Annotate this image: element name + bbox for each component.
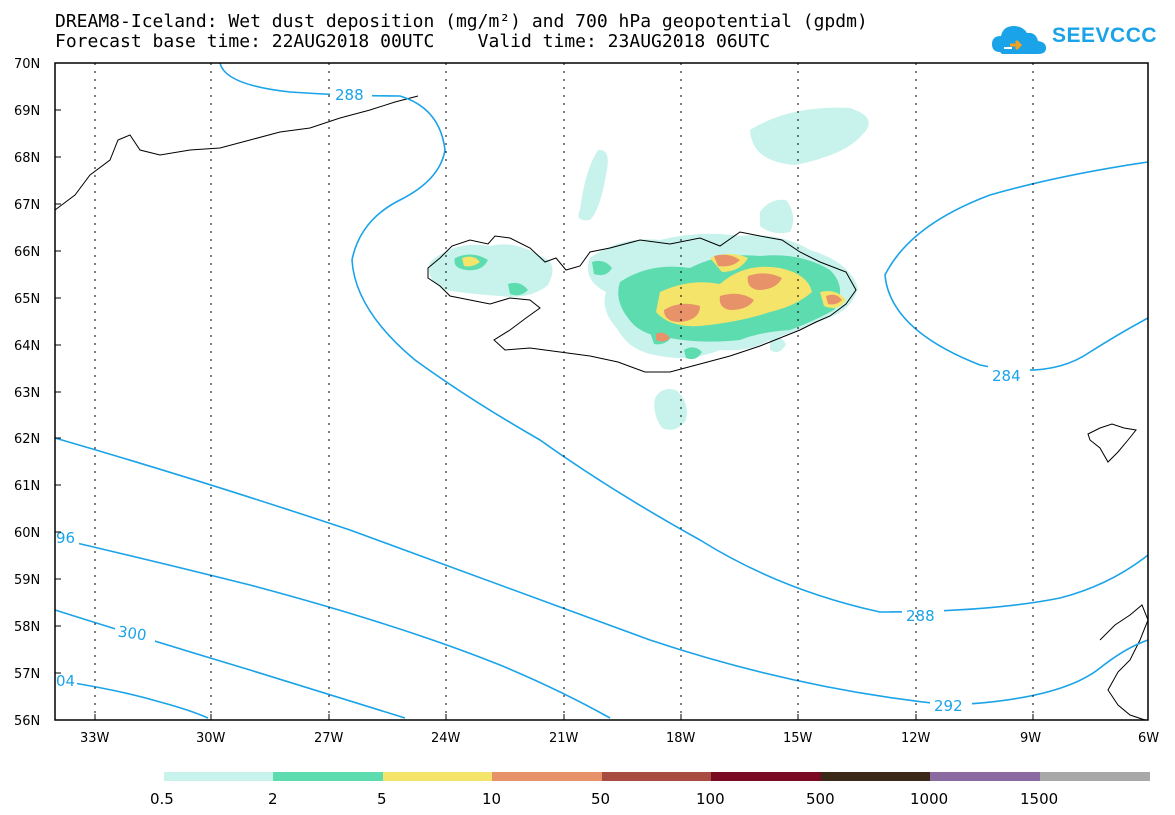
lon-label: 18W — [666, 731, 696, 746]
lat-label: 70N — [14, 57, 40, 72]
lat-label: 68N — [14, 151, 40, 166]
legend-swatch — [602, 772, 711, 781]
legend-label: 0.5 — [150, 790, 174, 808]
lat-label: 64N — [14, 339, 40, 354]
lon-label: 27W — [314, 731, 344, 746]
lon-label: 12W — [901, 731, 931, 746]
legend-label: 2 — [268, 790, 278, 808]
faroe-coastline — [1087, 423, 1137, 463]
lat-label: 60N — [14, 526, 40, 541]
lat-label: 62N — [14, 432, 40, 447]
greenland-coastline — [54, 95, 419, 211]
lat-label: 56N — [14, 714, 40, 729]
legend-colorbar: 0.5 2 5 10 50 100 500 1000 1500 — [150, 772, 1150, 808]
contour-label-284: 284 — [992, 367, 1021, 385]
coastlines — [54, 95, 1149, 721]
contour-296 — [54, 537, 611, 719]
lat-label: 63N — [14, 386, 40, 401]
lon-label: 15W — [783, 731, 813, 746]
map-title: DREAM8-Iceland: Wet dust deposition (mg/… — [55, 11, 868, 32]
legend-label: 1500 — [1020, 790, 1058, 808]
contour-300 — [54, 609, 406, 719]
lat-label: 67N — [14, 198, 40, 213]
iceland-coastline — [427, 231, 857, 373]
legend-label: 100 — [696, 790, 725, 808]
lat-label: 65N — [14, 292, 40, 307]
lat-label: 58N — [14, 620, 40, 635]
legend-swatch — [492, 772, 602, 781]
legend-swatch — [930, 772, 1040, 781]
legend-label: 5 — [377, 790, 387, 808]
lat-label: 57N — [14, 667, 40, 682]
legend-swatch — [1040, 772, 1150, 781]
longitude-axis: 33W 30W 27W 24W 21W 18W 15W 12W 9W 6W — [80, 714, 1159, 746]
lat-label: 69N — [14, 104, 40, 119]
lat-label: 66N — [14, 245, 40, 260]
lon-label: 6W — [1138, 731, 1159, 746]
lon-label: 30W — [196, 731, 226, 746]
contour-labels: 288 284 288 292 96 300 04 — [55, 86, 1030, 715]
legend-label: 50 — [591, 790, 610, 808]
legend-swatch — [821, 772, 930, 781]
lat-label: 59N — [14, 573, 40, 588]
lon-label: 9W — [1020, 731, 1041, 746]
lon-label: 24W — [431, 731, 461, 746]
legend-swatch — [383, 772, 492, 781]
legend-label: 1000 — [910, 790, 948, 808]
legend-swatch — [273, 772, 383, 781]
dust-shading — [429, 107, 869, 430]
contour-304 — [54, 679, 209, 719]
lon-label: 21W — [549, 731, 579, 746]
legend-swatch — [711, 772, 821, 781]
latitude-axis: 70N 69N 68N 67N 66N 65N 64N 63N 62N 61N … — [14, 57, 61, 729]
contour-label-300: 300 — [117, 623, 148, 645]
graticule — [94, 63, 1034, 720]
contour-284 — [884, 161, 1149, 372]
contour-label-304: 04 — [56, 672, 75, 690]
lat-label: 61N — [14, 479, 40, 494]
cloud-logo-icon — [992, 26, 1046, 54]
contour-292 — [54, 437, 1149, 706]
legend-label: 10 — [482, 790, 501, 808]
contour-label-296: 96 — [56, 529, 75, 547]
scotland-coastline — [1099, 604, 1149, 721]
contour-label-292: 292 — [934, 697, 963, 715]
geopotential-contours — [54, 62, 1149, 719]
map-subtitle-times: Forecast base time: 22AUG2018 00UTC Vali… — [55, 31, 771, 52]
legend-swatch — [164, 772, 273, 781]
legend-label: 500 — [806, 790, 835, 808]
logo-text: SEEVCCC — [1052, 24, 1158, 47]
contour-label-288-south: 288 — [906, 607, 935, 625]
lon-label: 33W — [80, 731, 110, 746]
contour-label-288: 288 — [335, 86, 364, 104]
